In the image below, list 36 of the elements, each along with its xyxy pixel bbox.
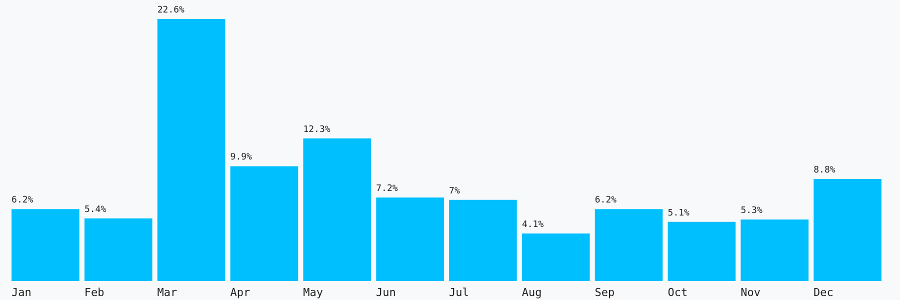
x-tick-label: Dec	[814, 286, 834, 299]
bar	[668, 222, 736, 281]
data-label: 7%	[449, 186, 460, 196]
bar	[814, 178, 882, 281]
bar	[594, 209, 663, 281]
x-tick-label: Jul	[448, 286, 469, 299]
data-label: 7.2%	[376, 184, 398, 194]
bar	[12, 209, 80, 281]
bar	[157, 19, 226, 281]
data-label: 8.8%	[814, 165, 836, 176]
data-label: 9.9%	[230, 152, 253, 163]
x-tick-label: Aug	[522, 286, 542, 299]
x-tick-label: Sep	[594, 286, 615, 299]
x-tick-label: Jan	[11, 286, 32, 299]
data-label: 6.2%	[594, 196, 618, 206]
x-tick-label: Feb	[84, 286, 104, 299]
x-tick-label: Oct	[668, 286, 688, 299]
data-label: 12.3%	[303, 124, 331, 135]
bar	[740, 220, 809, 281]
bar	[376, 198, 444, 281]
bar	[303, 138, 372, 281]
x-tick-label: Nov	[740, 286, 761, 299]
data-label: 5.4%	[84, 204, 107, 215]
data-label: 4.1%	[522, 220, 544, 230]
x-tick-label: Apr	[230, 286, 250, 299]
x-tick-label: May	[303, 286, 324, 299]
data-label: 22.6%	[157, 6, 186, 16]
bar	[230, 166, 298, 281]
data-label: 5.1%	[668, 208, 690, 218]
bar	[449, 200, 517, 281]
data-label: 6.2%	[12, 196, 34, 206]
x-tick-label: Mar	[157, 286, 178, 299]
x-tick-label: Jun	[376, 286, 396, 299]
bar	[522, 233, 590, 281]
bar	[84, 218, 152, 281]
data-label: 5.3%	[740, 206, 763, 216]
